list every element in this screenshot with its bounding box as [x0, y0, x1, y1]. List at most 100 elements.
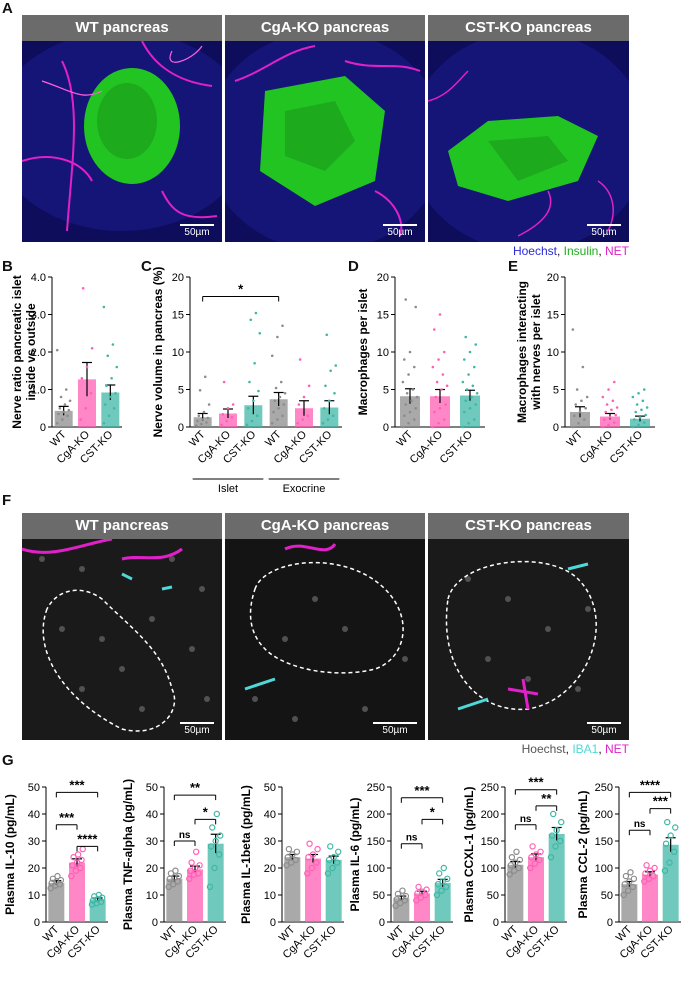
data-point — [109, 395, 112, 399]
legend-hoechst: Hoechst — [512, 244, 557, 258]
y-tick-label: 10 — [172, 347, 184, 359]
data-point — [650, 872, 657, 880]
y-tick-label: 50 — [146, 782, 158, 794]
data-point — [333, 859, 341, 866]
data-point — [276, 335, 279, 339]
data-point — [74, 851, 82, 858]
data-point — [437, 358, 440, 361]
data-point — [438, 887, 445, 894]
sig-label: ** — [541, 791, 552, 806]
data-point — [188, 859, 195, 866]
y-tick-label: 5 — [383, 385, 389, 397]
data-point — [640, 408, 643, 412]
y-tick-label: 100 — [481, 863, 499, 875]
data-point — [475, 391, 479, 395]
scale-bar-label: 50µm — [387, 227, 413, 238]
data-point — [637, 423, 640, 427]
data-point — [433, 891, 441, 899]
data-point — [510, 867, 518, 874]
data-point — [283, 862, 290, 869]
data-point — [314, 845, 321, 853]
data-point — [467, 373, 470, 376]
data-point — [191, 864, 199, 872]
y-tick-label: 0 — [553, 422, 559, 434]
y-axis-label: Plasma CCXL-1 (pg/mL) — [462, 786, 476, 922]
data-point — [302, 395, 306, 399]
data-point — [57, 876, 65, 884]
data-point — [642, 870, 649, 877]
data-point — [630, 875, 638, 883]
y-tick-label: 10 — [377, 347, 389, 359]
y-tick-label: 20 — [264, 863, 276, 875]
y-tick-label: 40 — [264, 809, 276, 821]
data-point — [106, 354, 110, 358]
data-point — [307, 384, 311, 388]
data-point — [322, 406, 326, 410]
data-point — [646, 867, 654, 874]
data-point — [553, 826, 560, 834]
data-point — [90, 346, 94, 350]
y-axis-label: inside vs outside — [24, 303, 38, 401]
y-tick-label: 40 — [28, 809, 40, 821]
data-point — [55, 421, 59, 425]
bar — [89, 899, 106, 922]
data-point — [602, 418, 606, 421]
data-point — [608, 415, 612, 419]
y-tick-label: 20 — [172, 272, 184, 284]
y-axis-label: Macrophages per islet — [356, 289, 370, 416]
data-point — [253, 361, 256, 365]
data-point — [324, 870, 332, 877]
y-tick-label: 0 — [178, 422, 184, 434]
bar — [284, 857, 301, 922]
data-point — [278, 395, 282, 399]
data-point — [470, 395, 473, 399]
data-point — [631, 425, 635, 429]
data-point — [279, 380, 283, 384]
y-axis-label: Plasma TNF-alpha (pg/mL) — [121, 779, 135, 930]
data-point — [461, 425, 465, 429]
data-point — [107, 414, 111, 418]
data-point — [321, 421, 325, 425]
panel-label-c: C — [141, 258, 152, 275]
scale-bar-label: 50µm — [184, 227, 210, 238]
data-point — [59, 395, 63, 399]
data-point — [474, 343, 478, 346]
data-point — [111, 343, 115, 346]
data-point — [186, 875, 193, 883]
data-point — [532, 851, 540, 858]
data-point — [437, 421, 440, 425]
data-point — [642, 388, 646, 391]
data-point — [584, 406, 588, 410]
y-tick-label: 0 — [607, 917, 613, 929]
data-point — [281, 414, 284, 418]
data-point — [605, 403, 609, 406]
chart-b: 0 1.0 2.0 3.0 4.0 Nerve ratio pancreatic isle… — [10, 272, 122, 466]
data-point — [84, 406, 88, 410]
data-point — [462, 358, 466, 361]
data-point — [634, 410, 638, 414]
data-point — [284, 853, 291, 861]
y-tick-label: 200 — [367, 809, 385, 821]
y-tick-label: 10 — [28, 890, 40, 902]
data-point — [513, 848, 520, 856]
data-point — [439, 878, 446, 885]
micrograph-a-cga: CgA-KO pancreas 50µm — [225, 15, 425, 242]
y-tick-label: 1.0 — [31, 385, 46, 397]
chart-e: 0 5 10 15 20 Macrophages interacting with nerv… — [515, 272, 655, 466]
data-point — [276, 418, 279, 421]
data-point — [442, 350, 446, 354]
data-point — [432, 328, 436, 331]
data-point — [472, 365, 476, 369]
data-point — [198, 388, 202, 392]
data-point — [468, 350, 472, 354]
data-point — [410, 399, 413, 403]
y-tick-label: 15 — [547, 310, 559, 322]
data-point — [508, 853, 516, 861]
data-point — [79, 418, 82, 421]
data-point — [444, 875, 451, 883]
data-point — [581, 365, 585, 369]
data-point — [601, 395, 605, 399]
data-point — [304, 870, 311, 877]
panel-label-e: E — [508, 258, 519, 275]
